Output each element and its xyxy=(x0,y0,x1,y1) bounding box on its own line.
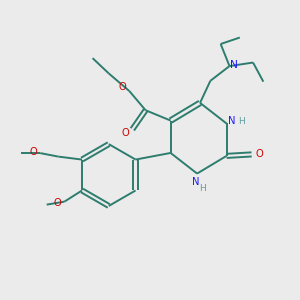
Text: O: O xyxy=(118,82,126,92)
Text: N: N xyxy=(192,177,200,187)
Text: O: O xyxy=(122,128,130,138)
Text: O: O xyxy=(255,149,263,159)
Text: H: H xyxy=(200,184,206,194)
Text: O: O xyxy=(30,147,38,157)
Text: H: H xyxy=(238,117,245,126)
Text: O: O xyxy=(54,198,62,208)
Text: N: N xyxy=(228,116,236,126)
Text: N: N xyxy=(230,60,238,70)
